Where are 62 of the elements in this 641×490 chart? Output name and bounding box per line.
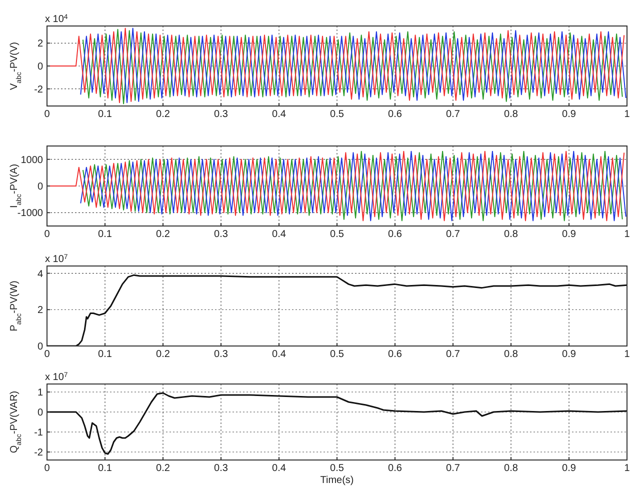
x-axis-title: Time(s) xyxy=(320,475,354,486)
x-tick-label: 0.9 xyxy=(562,109,576,120)
x-tick-label: 0.5 xyxy=(330,229,344,240)
y-tick-label: 4 xyxy=(37,268,44,280)
text: x 10$^{7}$ xyxy=(45,254,68,265)
x-tick-label: 0.3 xyxy=(214,349,228,360)
x-tick-label: 1 xyxy=(624,229,630,240)
x-tick-label: 0.6 xyxy=(388,463,402,474)
x-tick-label: 0.8 xyxy=(504,463,518,474)
line-series xyxy=(47,392,627,455)
y-tick-label: -1 xyxy=(34,428,44,438)
x-tick-label: 0.9 xyxy=(562,463,576,474)
y-tick-label: -2 xyxy=(34,84,44,96)
y-tick-label: 0 xyxy=(37,342,44,352)
x-tick-label: 0.4 xyxy=(272,463,286,474)
x-tick-label: 0.6 xyxy=(388,349,402,360)
x-tick-label: 0.3 xyxy=(214,463,228,474)
x-tick-label: 0.7 xyxy=(446,229,460,240)
x-tick-label: 0 xyxy=(44,229,50,240)
x-tick-label: 1 xyxy=(624,109,630,120)
x-tick-label: 0 xyxy=(44,109,50,120)
x-tick-label: 0.4 xyxy=(272,349,286,360)
x-tick-label: 1 xyxy=(624,349,630,360)
x-tick-label: 0.8 xyxy=(504,109,518,120)
y-tick-label: 0 xyxy=(37,182,44,192)
y-tick-label: -2 xyxy=(34,448,44,458)
x-tick-label: 0.2 xyxy=(156,463,170,474)
x-tick-label: 0.1 xyxy=(98,349,112,360)
x-tick-label: 0.1 xyxy=(98,229,112,240)
x-tick-label: 0.6 xyxy=(388,229,402,240)
x-tick-label: 0.8 xyxy=(504,229,518,240)
x-tick-label: 0.4 xyxy=(272,109,286,120)
x-tick-label: 0.8 xyxy=(504,349,518,360)
y-tick-label: 2 xyxy=(37,305,44,316)
y-tick-label: 1000 xyxy=(20,154,44,166)
y-tick-label: 1 xyxy=(37,388,44,398)
x-tick-label: 0.5 xyxy=(330,109,344,120)
x-tick-label: 0 xyxy=(44,349,50,360)
y-tick-label: 0 xyxy=(37,62,44,72)
x-tick-label: 0.2 xyxy=(156,109,170,120)
x-tick-label: 0.7 xyxy=(446,349,460,360)
x-tick-label: 0.7 xyxy=(446,463,460,474)
y-tick-label: 0 xyxy=(37,408,44,418)
x-tick-label: 0.5 xyxy=(330,463,344,474)
x-tick-label: 1 xyxy=(624,463,630,474)
x-tick-label: 0.1 xyxy=(98,463,112,474)
x-tick-label: 0.6 xyxy=(388,109,402,120)
x-tick-label: 0.3 xyxy=(214,229,228,240)
x-tick-label: 0.7 xyxy=(446,109,460,120)
text: x 10$^{4}$ xyxy=(45,14,68,25)
x-tick-label: 0.5 xyxy=(330,349,344,360)
x-tick-label: 0.3 xyxy=(214,109,228,120)
x-tick-label: 0.9 xyxy=(562,229,576,240)
y-tick-label: -1000 xyxy=(17,208,44,220)
y-tick-label: 2 xyxy=(37,38,44,50)
x-tick-label: 0.4 xyxy=(272,229,286,240)
x-tick-label: 0.1 xyxy=(98,109,112,120)
x-tick-label: 0.2 xyxy=(156,349,170,360)
x-tick-label: 0.2 xyxy=(156,229,170,240)
x-tick-label: 0.9 xyxy=(562,349,576,360)
text: x 10$^{7}$ xyxy=(45,372,68,383)
x-tick-label: 0 xyxy=(44,463,50,474)
